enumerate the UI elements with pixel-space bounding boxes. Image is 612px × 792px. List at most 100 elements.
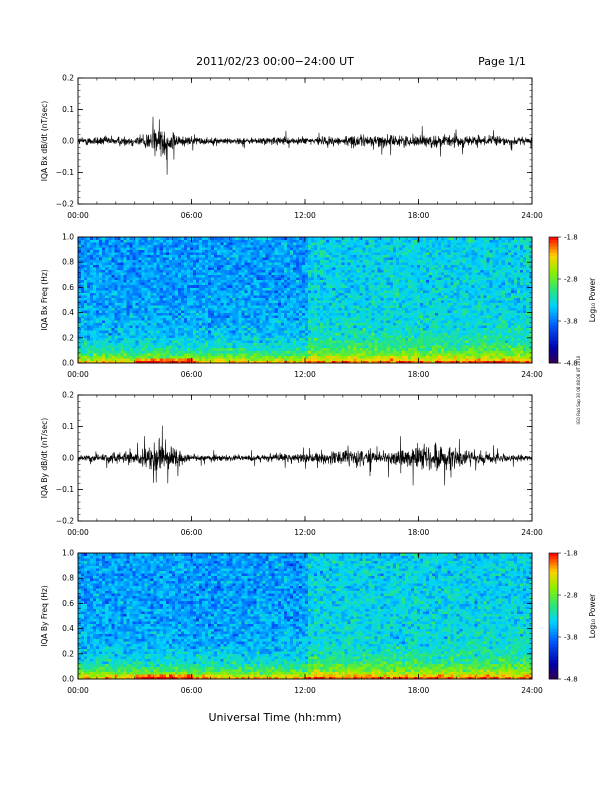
spectrogram-cell xyxy=(356,325,360,329)
spectrogram-cell xyxy=(132,317,136,321)
spectrogram-cell xyxy=(341,242,345,245)
spectrogram-cell xyxy=(183,350,188,354)
spectrogram-cell xyxy=(81,252,85,255)
spectrogram-cell xyxy=(205,320,209,324)
spectrogram-cell xyxy=(202,337,206,341)
spectrogram-cell xyxy=(341,294,345,298)
spectrogram-cell xyxy=(84,335,88,339)
spectrogram-cell xyxy=(365,279,369,283)
spectrogram-cell xyxy=(277,315,282,318)
spectrogram-cell xyxy=(193,247,197,250)
spectrogram-cell xyxy=(105,320,109,324)
spectrogram-cell xyxy=(241,305,245,308)
spectrogram-cell xyxy=(129,239,133,243)
spectrogram-cell xyxy=(162,292,167,296)
spectrogram-cell xyxy=(223,335,227,339)
spectrogram-cell xyxy=(78,274,82,278)
spectrogram-cell xyxy=(241,249,245,253)
spectrogram-cell xyxy=(332,350,336,354)
spectrogram-cell xyxy=(129,297,133,301)
spectrogram-cell xyxy=(308,242,312,245)
spectrogram-cell xyxy=(371,350,375,354)
spectrogram-cell xyxy=(265,352,270,356)
spectrogram-cell xyxy=(189,279,194,283)
spectrogram-cell xyxy=(301,335,306,339)
spectrogram-cell xyxy=(78,262,82,266)
spectrogram-cell xyxy=(241,244,245,248)
spectrogram-cell xyxy=(262,307,267,311)
spectrogram-cell xyxy=(341,289,345,293)
spectrogram-cell xyxy=(326,312,330,316)
spectrogram-cell xyxy=(301,289,306,293)
spectrogram-cell xyxy=(141,325,145,329)
spectrogram-cell xyxy=(168,289,173,293)
spectrogram-cell xyxy=(320,340,324,344)
spectrogram-cell xyxy=(226,254,230,258)
spectrogram-cell xyxy=(341,302,345,306)
spectrogram-cell xyxy=(286,279,291,283)
spectrogram-cell xyxy=(87,320,91,324)
spectrogram-cell xyxy=(196,282,200,286)
spectrogram-cell xyxy=(183,312,188,316)
spectrogram-cell xyxy=(268,252,273,255)
spectrogram-cell xyxy=(217,352,221,356)
spectrogram-cell xyxy=(132,297,136,301)
spectrogram-cell xyxy=(365,335,369,339)
y-tick-label: 0.0 xyxy=(62,137,74,146)
spectrogram-cell xyxy=(341,325,345,329)
spectrogram-cell xyxy=(162,335,167,339)
spectrogram-cell xyxy=(338,310,342,313)
spectrogram-cell xyxy=(147,355,151,359)
spectrogram-cell xyxy=(229,337,233,341)
spectrogram-cell xyxy=(362,340,366,344)
spectrogram-cell xyxy=(165,292,170,296)
spectrogram-cell xyxy=(286,239,291,243)
spectrogram-cell xyxy=(350,249,354,253)
spectrogram-cell xyxy=(277,259,282,263)
spectrogram-cell xyxy=(220,294,224,298)
spectrogram-cell xyxy=(298,335,303,339)
spectrogram-cell xyxy=(180,360,185,364)
spectrogram-cell xyxy=(311,342,315,346)
spectrogram-cell xyxy=(259,340,263,344)
spectrogram-cell xyxy=(320,292,324,296)
spectrogram-cell xyxy=(353,355,357,359)
spectrogram-cell xyxy=(102,357,106,361)
spectrogram-cell xyxy=(289,267,294,271)
spectrogram-cell xyxy=(183,284,188,288)
spectrogram-cell xyxy=(305,274,309,278)
spectrogram-cell xyxy=(93,279,97,283)
spectrogram-cell xyxy=(368,264,372,268)
spectrogram-cell xyxy=(189,335,194,339)
spectrogram-cell xyxy=(189,312,194,316)
spectrogram-cell xyxy=(108,335,112,339)
spectrogram-cell xyxy=(289,317,294,321)
spectrogram-cell xyxy=(90,315,94,318)
spectrogram-cell xyxy=(226,345,230,349)
spectrogram-cell xyxy=(87,274,91,278)
spectrogram-cell xyxy=(359,279,363,283)
spectrogram-cell xyxy=(162,279,167,283)
spectrogram-cell xyxy=(196,254,200,258)
spectrogram-cell xyxy=(196,342,200,346)
spectrogram-cell xyxy=(232,282,236,286)
spectrogram-cell xyxy=(341,312,345,316)
spectrogram-cell xyxy=(265,355,270,359)
spectrogram-cell xyxy=(259,307,263,311)
spectrogram-cell xyxy=(156,322,161,326)
spectrogram-cell xyxy=(211,249,215,253)
spectrogram-cell xyxy=(78,325,82,329)
spectrogram-cell xyxy=(280,244,285,248)
spectrogram-cell xyxy=(135,252,139,255)
spectrogram-cell xyxy=(259,352,263,356)
spectrogram-cell xyxy=(271,277,276,281)
spectrogram-cell xyxy=(280,347,285,351)
spectrogram-cell xyxy=(341,337,345,341)
spectrogram-cell xyxy=(108,312,112,316)
spectrogram-cell xyxy=(153,277,158,281)
spectrogram-cell xyxy=(180,237,185,240)
spectrogram-cell xyxy=(359,259,363,263)
spectrogram-cell xyxy=(199,325,203,329)
spectrogram-cell xyxy=(177,342,182,346)
